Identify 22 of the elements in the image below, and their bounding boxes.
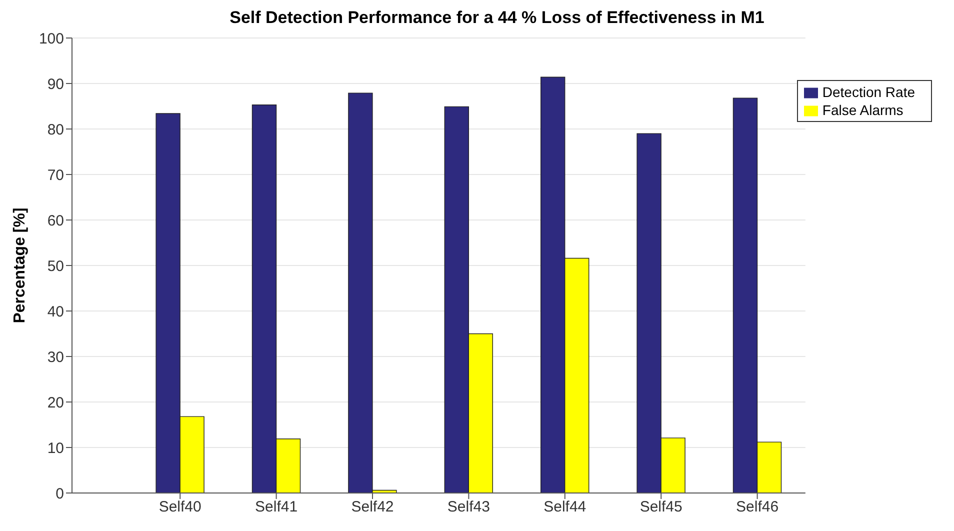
y-tick-label: 20	[47, 394, 64, 412]
x-tick-label: Self42	[351, 498, 394, 516]
y-tick-label: 60	[47, 212, 64, 230]
x-tick-label: Self43	[447, 498, 490, 516]
x-tick-label: Self46	[736, 498, 779, 516]
chart-title: Self Detection Performance for a 44 % Loss of Effectiveness in M1	[228, 8, 766, 29]
x-tick-label: Self41	[255, 498, 298, 516]
y-tick-label: 70	[47, 166, 64, 184]
x-tick-label: Self44	[544, 498, 586, 516]
y-tick-label: 50	[47, 258, 64, 275]
y-tick-label: 30	[47, 348, 64, 366]
y-tick-label: 80	[47, 121, 64, 138]
legend-label: Detection Rate	[822, 84, 915, 100]
y-tick-label: 90	[47, 76, 64, 93]
legend-label: False Alarms	[822, 102, 904, 118]
x-tick-label: Self45	[640, 498, 682, 516]
y-tick-label: 0	[56, 485, 64, 502]
y-axis-title: Percentage [%]	[12, 208, 29, 324]
x-tick-label: Self40	[158, 498, 202, 516]
y-tick-label: 40	[47, 303, 64, 320]
y-tick-label: 10	[47, 440, 64, 457]
y-tick-label: 100	[38, 30, 64, 48]
